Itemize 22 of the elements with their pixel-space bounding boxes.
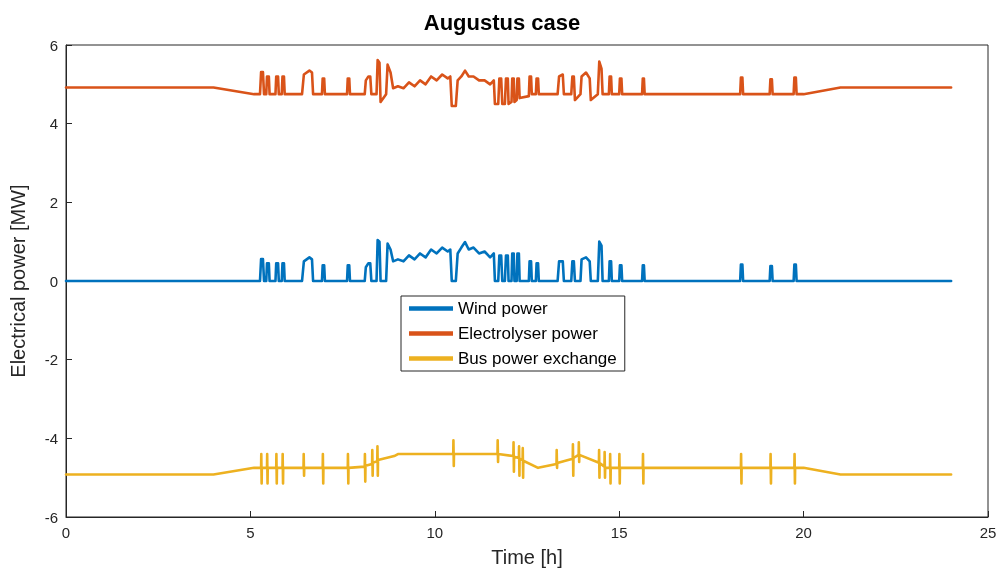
x-tick-label: 0 (61, 524, 71, 541)
y-axis-title: Electrical power [MW] (7, 184, 29, 378)
y-tick-label: -4 (44, 429, 58, 447)
y-tick-label: 4 (49, 115, 58, 133)
line-series (64, 58, 953, 108)
line-series (64, 238, 953, 283)
x-tick-label: 25 (979, 524, 997, 541)
y-tick-label: 6 (49, 36, 58, 54)
line-series (64, 439, 953, 485)
x-tick-label: 5 (246, 524, 255, 541)
x-axis-title: Time [h] (491, 546, 563, 568)
y-tick-label: -6 (44, 508, 58, 526)
y-tick-label: 2 (49, 193, 58, 211)
legend-label: Electrolyser power (458, 324, 599, 343)
legend-label: Wind power (458, 299, 549, 318)
x-tick-label: 15 (610, 524, 628, 541)
y-tick-label: -2 (44, 351, 58, 369)
x-tick-label: 20 (795, 524, 812, 541)
legend-label: Bus power exchange (458, 349, 617, 368)
y-tick-label: 0 (49, 272, 58, 290)
chart-title: Augustus case (423, 9, 581, 35)
x-tick-label: 10 (426, 524, 444, 541)
